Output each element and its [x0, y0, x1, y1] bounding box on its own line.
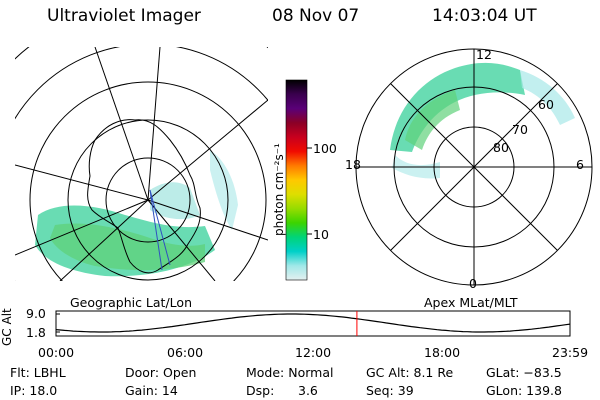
x-tick-1200: 12:00	[295, 345, 332, 360]
gain-info: Gain: 14	[125, 383, 178, 398]
dsp-value: 3.6	[298, 383, 318, 398]
dsp-label: Dsp:	[246, 383, 275, 398]
ip-info: IP: 18.0	[10, 383, 58, 398]
apex-map-label: Apex MLat/MLT	[424, 295, 518, 310]
x-tick-2359: 23:59	[552, 345, 589, 360]
geographic-map	[15, 47, 268, 281]
x-tick-1800: 18:00	[424, 345, 461, 360]
gc-alt-plot	[55, 310, 571, 337]
gc-alt-info: GC Alt: 8.1 Re	[366, 365, 454, 380]
gc-alt-ytick-1.8: 1.8	[26, 325, 46, 340]
gc-alt-curve	[55, 313, 571, 333]
door-info: Door: Open	[125, 365, 197, 380]
colorbar-title: photon cm⁻²s⁻¹	[272, 143, 286, 236]
lat-label-70: 70	[512, 122, 528, 137]
lat-label-60: 60	[538, 97, 554, 112]
glon-info: GLon: 139.8	[486, 383, 562, 398]
gc-alt-ylabel: GC Alt	[0, 308, 14, 346]
geographic-map-label: Geographic Lat/Lon	[70, 295, 192, 310]
mlt-label-0: 0	[469, 276, 477, 291]
colorbar-tick-10: 10	[313, 227, 329, 242]
glat-info: GLat: −83.5	[486, 365, 562, 380]
time-label: 14:03:04 UT	[432, 6, 537, 26]
date-label: 08 Nov 07	[272, 6, 360, 26]
mlt-label-12: 12	[476, 47, 492, 62]
mlt-label-18: 18	[345, 157, 361, 172]
gc-alt-ytick-9: 9.0	[26, 306, 46, 321]
apex-polar-plot	[355, 48, 593, 286]
colorbar	[285, 79, 312, 281]
meridians	[15, 47, 268, 281]
colorbar-tick-100: 100	[313, 141, 337, 156]
lat-label-80: 80	[493, 140, 509, 155]
aurora-emission-right	[390, 62, 575, 179]
coastline	[87, 119, 201, 274]
seq-info: Seq: 39	[366, 383, 414, 398]
mode-info: Mode: Normal	[246, 365, 334, 380]
aurora-emission-left	[35, 150, 238, 277]
mlt-label-6: 6	[576, 157, 584, 172]
x-tick-0600: 06:00	[167, 345, 204, 360]
instrument-title: Ultraviolet Imager	[47, 6, 201, 26]
filter-info: Flt: LBHL	[10, 365, 66, 380]
x-tick-0000: 00:00	[38, 345, 75, 360]
lat-circles	[15, 47, 268, 281]
